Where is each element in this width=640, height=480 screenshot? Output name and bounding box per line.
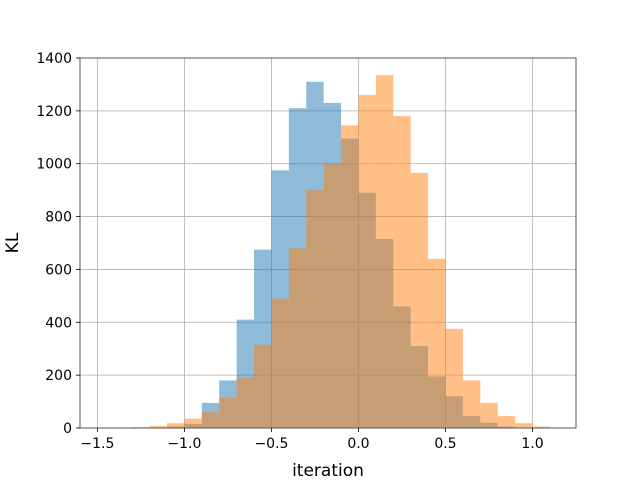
x-tick-label: −0.5 xyxy=(254,436,288,452)
histogram-bar xyxy=(375,75,394,428)
y-tick-label: 400 xyxy=(45,315,72,331)
histogram-bar xyxy=(428,258,446,428)
y-tick-label: 1400 xyxy=(36,51,72,67)
histogram-bar xyxy=(358,95,376,428)
y-axis-ticks: 0 200 400 600 800 1000 1200 1400 xyxy=(36,51,80,437)
histogram-bar xyxy=(219,397,237,428)
histogram-bar xyxy=(393,116,411,429)
y-tick-label: 1200 xyxy=(36,104,72,120)
histogram-bar xyxy=(236,377,255,428)
histogram-bar xyxy=(167,423,185,428)
histogram-bar xyxy=(201,412,220,428)
histogram-bar xyxy=(323,163,342,428)
x-tick-label: 1.0 xyxy=(521,436,543,452)
x-axis-label: iteration xyxy=(292,461,364,480)
histogram-bar xyxy=(306,190,324,428)
histogram-bar xyxy=(462,380,481,428)
histogram-bar xyxy=(515,423,533,428)
histogram-bar xyxy=(497,416,516,428)
histogram-bar xyxy=(480,402,498,428)
x-tick-label: 0.0 xyxy=(347,436,369,452)
y-axis-label: KL xyxy=(3,232,23,253)
x-tick-label: −1.5 xyxy=(80,436,114,452)
histogram-bar xyxy=(184,418,202,428)
histogram-bar xyxy=(532,426,550,428)
x-axis-ticks: −1.5 −1.0 −0.5 0.0 0.5 1.0 xyxy=(80,428,544,452)
y-tick-label: 1000 xyxy=(36,157,72,173)
y-tick-label: 800 xyxy=(45,210,72,226)
y-tick-label: 600 xyxy=(45,262,72,278)
y-tick-label: 200 xyxy=(45,368,72,384)
histogram-bar xyxy=(288,248,307,428)
plot-frame xyxy=(79,57,577,429)
histogram-bars xyxy=(132,75,550,429)
x-tick-label: −1.0 xyxy=(167,436,201,452)
histogram-bar xyxy=(445,328,463,428)
histogram-bar xyxy=(149,425,168,428)
histogram-bar xyxy=(410,172,429,428)
y-tick-label: 0 xyxy=(63,421,72,437)
x-tick-label: 0.5 xyxy=(434,436,456,452)
histogram-bar xyxy=(254,344,272,428)
histogram-bar xyxy=(341,125,359,429)
histogram-bar xyxy=(271,298,289,428)
histogram-series-2 xyxy=(132,75,550,429)
